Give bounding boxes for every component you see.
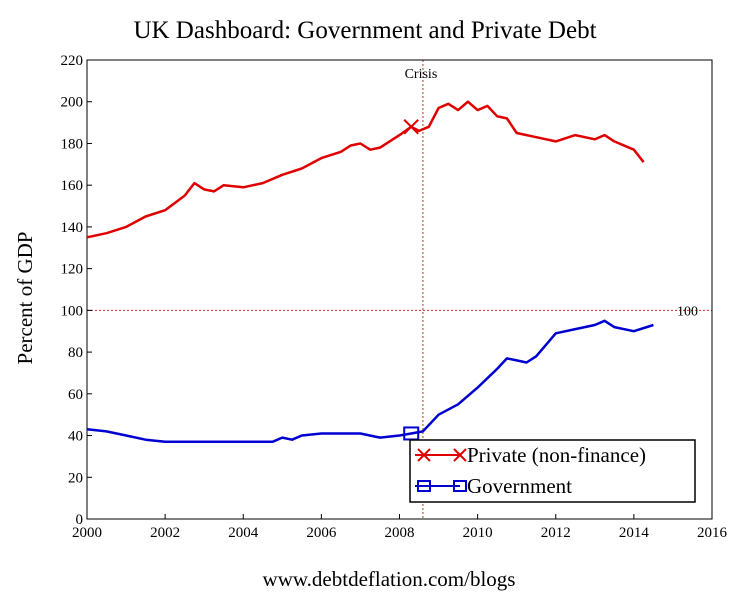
x-tick-label: 2000 <box>72 525 102 541</box>
y-tick-label: 120 <box>61 262 84 278</box>
y-tick-label: 60 <box>68 387 83 403</box>
y-tick-label: 20 <box>68 470 83 486</box>
legend-marker-x-0 <box>417 448 431 462</box>
x-tick-label: 2014 <box>619 525 650 541</box>
y-tick-label: 160 <box>61 178 84 194</box>
legend: Private (non-finance) Government <box>409 439 696 503</box>
legend-marker-square2-1 <box>453 480 467 492</box>
x-tick-label: 2008 <box>385 525 415 541</box>
y-tick-label: 220 <box>61 53 84 69</box>
y-tick-label: 140 <box>61 220 84 236</box>
reference-lines: 100 Crisis <box>87 60 712 519</box>
legend-marker-x2-0 <box>453 448 467 462</box>
y-axis-label: Percent of GDP <box>13 232 37 365</box>
x-tick-label: 2002 <box>150 525 180 541</box>
y-tick-label: 80 <box>68 345 83 361</box>
axes: 0 20 40 60 80 100 120 140 160 180 200 220 2000 2002 20… <box>61 53 728 541</box>
legend-label-1: Government <box>467 474 572 498</box>
y-tick-label: 0 <box>76 512 84 528</box>
crisis-label: Crisis <box>405 67 438 82</box>
x-tick-label: 2016 <box>697 525 728 541</box>
x-tick-label: 2006 <box>306 525 337 541</box>
x-tick-label: 2012 <box>541 525 571 541</box>
series-line-0 <box>86 100 645 239</box>
legend-label-0: Private (non-finance) <box>467 443 646 467</box>
chart-title: UK Dashboard: Government and Private Deb… <box>133 17 596 44</box>
series-layer <box>86 100 654 444</box>
x-tick-label: 2010 <box>463 525 493 541</box>
legend-marker-square-1 <box>417 480 431 492</box>
x-tick-label: 2004 <box>228 525 259 541</box>
y-tick-label: 200 <box>61 95 84 111</box>
y-tick-label: 100 <box>61 303 84 319</box>
y-tick-label: 40 <box>68 429 83 445</box>
series-line-1 <box>86 319 654 444</box>
y-tick-label: 180 <box>61 136 84 152</box>
reference-label-100: 100 <box>677 304 698 319</box>
footer-url: www.debtdeflation.com/blogs <box>263 567 516 591</box>
series-marker-x-0 <box>403 119 419 135</box>
